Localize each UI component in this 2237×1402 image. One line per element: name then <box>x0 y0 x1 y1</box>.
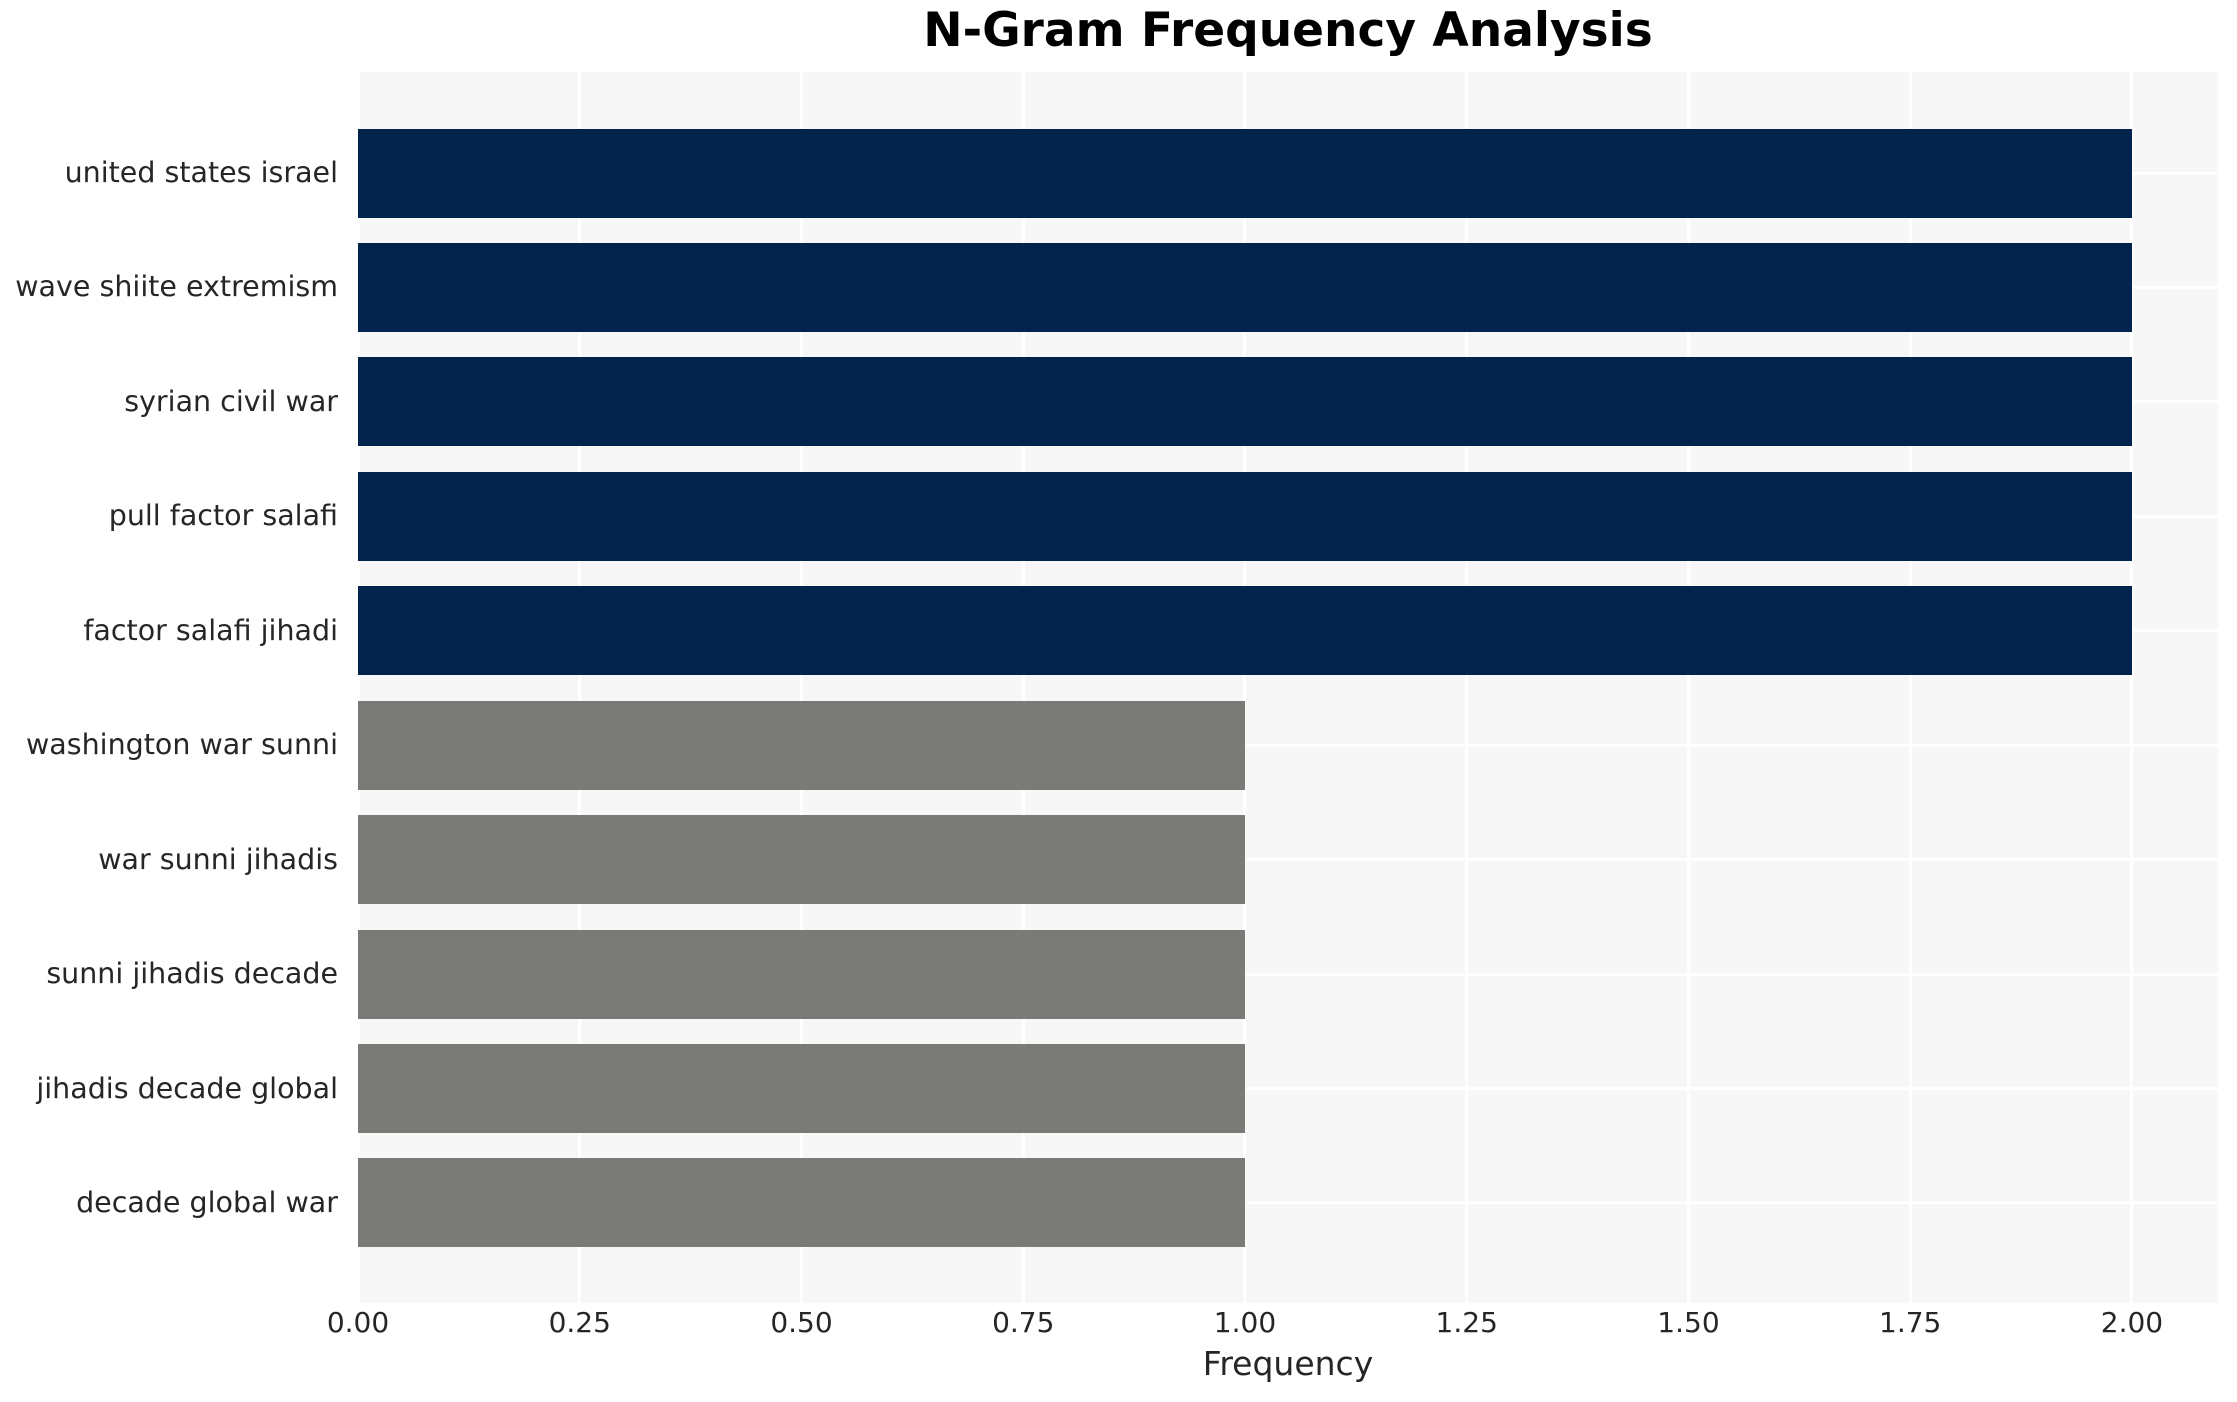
bar-washington-war-sunni <box>358 700 1245 790</box>
y-tick-label: decade global war <box>76 1185 338 1219</box>
bar-decade-global-war <box>358 1158 1245 1248</box>
y-tick-label: pull factor salafi <box>108 499 338 533</box>
x-gridline <box>1021 72 1025 1303</box>
x-tick-label: 0.25 <box>548 1306 611 1339</box>
x-gridline <box>799 72 803 1303</box>
x-gridline <box>1908 72 1912 1303</box>
x-gridline <box>2130 72 2134 1303</box>
bar-wave-shiite-extremism <box>358 242 2132 332</box>
plot-area <box>358 72 2218 1303</box>
x-tick-label: 1.75 <box>1879 1306 1942 1339</box>
y-gridline <box>358 1201 2218 1205</box>
x-tick-label: 0.00 <box>326 1306 390 1339</box>
x-gridline <box>1243 72 1247 1303</box>
chart-title: N-Gram Frequency Analysis <box>923 3 1653 58</box>
x-gridline <box>578 72 582 1303</box>
y-tick-label: wave shiite extremism <box>15 270 338 304</box>
bar-war-sunni-jihadis <box>358 815 1245 905</box>
bar-factor-salafi-jihadi <box>358 586 2132 676</box>
y-tick-label: war sunni jihadis <box>98 842 338 876</box>
y-tick-label: united states israel <box>64 156 338 189</box>
y-gridline <box>358 972 2218 976</box>
x-gridline <box>358 72 360 1303</box>
x-gridline <box>1686 72 1690 1303</box>
y-tick-label: jihadis decade global <box>36 1071 338 1105</box>
y-gridline <box>358 1087 2218 1091</box>
y-tick-label: washington war sunni <box>26 728 338 762</box>
x-tick-label: 1.00 <box>1213 1306 1277 1339</box>
bar-pull-factor-salafi <box>358 471 2132 561</box>
bar-united-states-israel <box>358 128 2132 218</box>
x-tick-label: 0.50 <box>770 1306 833 1339</box>
y-tick-label: syrian civil war <box>124 384 338 418</box>
x-tick-label: 0.75 <box>992 1306 1055 1339</box>
x-gridline <box>1465 72 1469 1303</box>
x-axis-label: Frequency <box>1202 1344 1374 1383</box>
y-gridline <box>358 743 2218 747</box>
bar-syrian-civil-war <box>358 357 2132 447</box>
x-tick-label: 1.25 <box>1435 1306 1498 1339</box>
y-gridline <box>358 858 2218 862</box>
x-tick-label: 1.50 <box>1657 1306 1720 1339</box>
x-tick-label: 2.00 <box>2100 1306 2164 1339</box>
y-tick-label: sunni jihadis decade <box>46 957 338 991</box>
bar-jihadis-decade-global <box>358 1044 1245 1134</box>
y-tick-label: factor salafi jihadi <box>83 613 338 647</box>
bar-sunni-jihadis-decade <box>358 929 1245 1019</box>
